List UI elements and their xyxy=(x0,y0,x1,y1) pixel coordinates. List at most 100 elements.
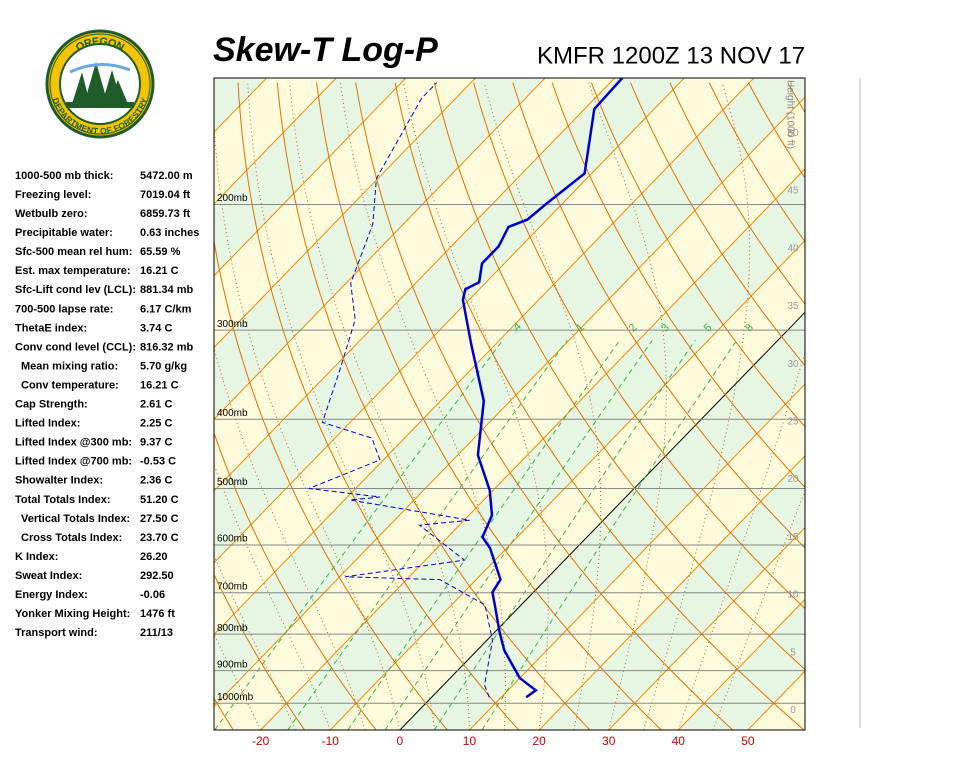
index-label: ThetaE index: xyxy=(15,322,87,334)
dry-adiabat xyxy=(827,83,960,730)
isotherm xyxy=(538,455,805,730)
index-value: 27.50 C xyxy=(140,513,179,525)
dry-adiabat xyxy=(945,83,960,730)
x-tick-label: -10 xyxy=(322,734,340,748)
height-tick-label: 15 xyxy=(787,532,799,543)
index-value: 292.50 xyxy=(140,570,174,582)
plot-area xyxy=(214,78,960,730)
height-tick-label: 35 xyxy=(787,301,799,312)
index-value: 0.63 inches xyxy=(140,227,199,239)
logo-top-path: OREGON xyxy=(74,36,126,54)
height-axis-label: Height (1000 ft) xyxy=(784,80,795,149)
dry-adiabat xyxy=(590,82,805,428)
index-label: Vertical Totals Index: xyxy=(21,513,130,525)
isotherm xyxy=(329,239,805,730)
dry-adiabat xyxy=(473,82,805,610)
index-label: K Index: xyxy=(15,551,58,563)
moist-adiabat xyxy=(712,489,805,730)
plot-border xyxy=(213,77,806,731)
index-label: Conv cond level (CCL): xyxy=(15,341,136,353)
y-tick-label: 800mb xyxy=(217,623,248,634)
dewpoint-line xyxy=(308,82,494,698)
isotherm xyxy=(214,78,337,205)
index-label: Mean mixing ratio: xyxy=(21,360,118,372)
index-label: Sfc-Lift cond lev (LCL): xyxy=(15,284,136,296)
index-value: 9.37 C xyxy=(140,437,172,449)
index-label: 700-500 lapse rate: xyxy=(15,303,113,315)
moist-adiabat xyxy=(403,82,549,730)
dry-adiabat xyxy=(316,82,662,730)
dry-adiabat xyxy=(512,82,805,549)
y-tick-label: 1000mb xyxy=(217,692,254,703)
index-value: 5472.00 m xyxy=(140,170,193,182)
height-tick-label: 10 xyxy=(787,590,799,601)
y-tick-label: 300mb xyxy=(217,319,248,330)
height-tick-label: 20 xyxy=(787,474,799,485)
index-value: -0.53 C xyxy=(140,456,176,468)
x-tick-label: 30 xyxy=(602,734,616,748)
index-value: 65.59 % xyxy=(140,246,181,258)
isotherm xyxy=(214,78,685,564)
index-label: Yonker Mixing Height: xyxy=(15,608,130,620)
isotherm xyxy=(214,78,476,349)
index-value: 23.70 C xyxy=(140,532,179,544)
isotherm xyxy=(214,96,805,708)
logo: OREGON DEPARTMENT OF FORESTRY xyxy=(45,29,155,139)
dry-adiabat xyxy=(866,83,960,730)
index-value: 5.70 g/kg xyxy=(140,360,187,372)
index-label: Lifted Index: xyxy=(15,418,80,430)
indices: 1000-500 mb thick: 5472.00 m Freezing leve… xyxy=(15,170,199,639)
logo-top: OREGON xyxy=(74,36,126,54)
index-value: 1476 ft xyxy=(140,608,175,620)
y-tick-label: 600mb xyxy=(217,534,248,545)
index-label: Wetbulb zero: xyxy=(15,208,88,220)
temperature-band xyxy=(818,78,960,730)
index-label: Cap Strength: xyxy=(15,399,88,411)
index-value: 26.20 xyxy=(140,551,168,563)
isotherm xyxy=(214,78,546,420)
index-label: Lifted Index @300 mb: xyxy=(15,437,132,449)
index-label: Lifted Index @700 mb: xyxy=(15,456,132,468)
index-value: 2.61 C xyxy=(140,399,172,411)
height-tick-label: 5 xyxy=(790,647,796,658)
index-value: 211/13 xyxy=(140,627,173,639)
height-tick-label: 30 xyxy=(787,359,799,370)
height-tick-label: 25 xyxy=(787,417,799,428)
moist-adiabat xyxy=(289,82,470,730)
y-tick-label: 500mb xyxy=(217,477,248,488)
index-value: 3.74 C xyxy=(140,322,172,334)
mixing-ratio-line xyxy=(214,339,504,730)
dry-adiabat xyxy=(355,82,734,730)
index-value: 16.21 C xyxy=(140,379,179,391)
index-label: Sfc-500 mean rel hum: xyxy=(15,246,132,258)
y-tick-label: 400mb xyxy=(217,408,248,419)
x-tick-label: 40 xyxy=(672,734,686,748)
index-label: Cross Totals Index: xyxy=(21,532,122,544)
index-value: 51.20 C xyxy=(140,494,179,506)
isotherm xyxy=(818,78,960,730)
index-label: Est. max temperature: xyxy=(15,265,131,277)
dry-adiabat xyxy=(906,83,960,730)
isotherm xyxy=(677,598,805,730)
x-tick-label: 50 xyxy=(741,734,755,748)
chart-title: Skew-T Log-P xyxy=(213,31,438,69)
index-value: 816.32 mb xyxy=(140,341,193,353)
moist-adiabat xyxy=(340,82,506,730)
isotherm xyxy=(214,78,615,492)
isotherm xyxy=(608,526,805,730)
index-value: 16.21 C xyxy=(140,265,179,277)
index-value: 7019.04 ft xyxy=(140,189,190,201)
x-tick-label: 0 xyxy=(397,734,404,748)
index-label: Sweat Index: xyxy=(15,570,82,582)
dry-adiabat xyxy=(214,238,448,730)
index-value: -0.06 xyxy=(140,589,165,601)
dry-adiabat xyxy=(214,573,306,730)
dry-adiabat xyxy=(551,82,805,489)
dry-adiabat xyxy=(787,82,805,114)
index-label: Showalter Index: xyxy=(15,475,103,487)
temperature-line xyxy=(461,78,624,699)
index-label: Precipitable water: xyxy=(15,227,113,239)
index-label: Freezing level: xyxy=(15,189,91,201)
mixing-ratio-line xyxy=(287,340,568,730)
